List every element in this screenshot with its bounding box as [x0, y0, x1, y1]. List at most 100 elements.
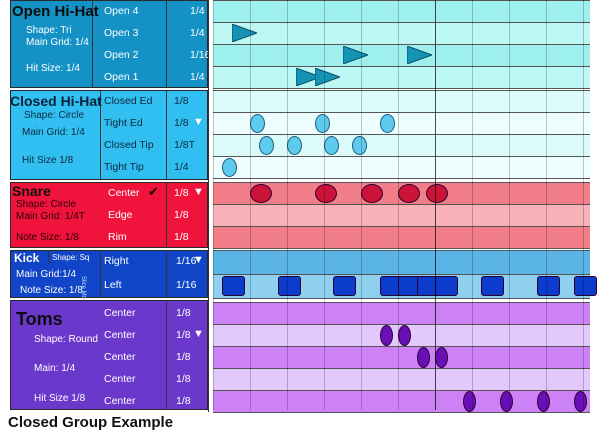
note-triangle[interactable] [231, 24, 257, 42]
lane-label[interactable]: Edge [108, 209, 133, 221]
note-triangle[interactable] [296, 68, 322, 86]
lane-strip[interactable] [213, 22, 590, 44]
lane-strip[interactable] [213, 250, 590, 274]
lane-strip[interactable] [213, 302, 590, 324]
note-square[interactable] [573, 276, 597, 296]
instrument-property: Main Grid: 1/4 [26, 37, 89, 48]
lane-strip[interactable] [213, 134, 590, 156]
note-circle[interactable] [259, 135, 275, 155]
lane-label[interactable]: Right [104, 255, 129, 267]
lane-label[interactable]: Open 3 [104, 27, 139, 39]
lane-grid-value[interactable]: 1/8 [176, 329, 191, 341]
lane-strip[interactable] [213, 204, 590, 226]
note-rounded[interactable] [379, 324, 393, 346]
note-square[interactable] [333, 276, 357, 296]
dropdown-icon[interactable]: ▼ [193, 254, 204, 266]
note-rounded[interactable] [499, 390, 513, 412]
lane-label[interactable]: Center [108, 187, 140, 199]
instrument-title: Toms [16, 309, 63, 329]
instrument-property: Hit Size 1/8 [34, 393, 86, 404]
note-square[interactable] [277, 276, 301, 296]
lane-grid-value[interactable]: 1/8 [174, 187, 189, 199]
lane-grid-value[interactable]: 1/8 [174, 95, 189, 107]
lane-strip[interactable] [213, 226, 590, 248]
lane-grid-value[interactable]: 1/8 [176, 395, 191, 407]
lane-grid-value[interactable]: 1/16 [190, 49, 211, 61]
lane-strip[interactable] [213, 390, 590, 412]
lane-label[interactable]: Closed Ed [104, 95, 153, 107]
note-circle[interactable] [425, 183, 448, 203]
note-rounded[interactable] [416, 346, 430, 368]
note-rounded[interactable] [435, 346, 448, 368]
note-triangle[interactable] [407, 46, 433, 64]
instrument-property: Main Grid: 1/4T [16, 211, 85, 222]
instrument-title: Closed Hi-Hat [10, 93, 102, 109]
note-square[interactable] [435, 276, 458, 296]
panel-divider [100, 250, 101, 298]
lane-grid-value[interactable]: 1/8 [176, 373, 191, 385]
note-circle[interactable] [314, 113, 330, 133]
lane-label[interactable]: Center [104, 395, 136, 407]
lane-grid-value[interactable]: 1/4 [190, 5, 205, 17]
note-rounded[interactable] [398, 324, 411, 346]
lane-grid-value[interactable]: 1/16 [176, 255, 197, 267]
lane-strip[interactable] [213, 44, 590, 66]
note-circle[interactable] [287, 135, 302, 155]
dropdown-icon[interactable]: ▼ [193, 186, 204, 198]
lane-grid-value[interactable]: 1/8T [174, 139, 196, 151]
note-square[interactable] [481, 276, 505, 296]
instrument-title: Open Hi-Hat [12, 3, 99, 20]
instrument-title: Kick [14, 251, 40, 265]
beat-line [324, 0, 325, 410]
note-triangle[interactable] [342, 46, 368, 64]
dropdown-icon[interactable]: ▼ [193, 328, 204, 340]
note-circle[interactable] [351, 135, 367, 155]
note-circle[interactable] [324, 135, 339, 155]
lane-label[interactable]: Tight Ed [104, 117, 143, 129]
lane-label[interactable]: Center [104, 307, 136, 319]
note-square[interactable] [222, 276, 246, 296]
lane-label[interactable]: Open 4 [104, 5, 139, 17]
note-circle[interactable] [250, 113, 265, 133]
lane-grid-value[interactable]: 1/8 [174, 209, 189, 221]
lane-label[interactable]: Open 2 [104, 49, 139, 61]
note-triangle[interactable] [314, 68, 340, 86]
note-circle[interactable] [379, 113, 395, 133]
lane-label[interactable]: Closed Tip [104, 139, 154, 151]
lane-label[interactable]: Center [104, 373, 136, 385]
note-square[interactable] [536, 276, 560, 296]
lane-grid-value[interactable]: 1/8 [174, 117, 189, 129]
lane-strip[interactable] [213, 66, 590, 88]
lane-grid-value[interactable]: 1/8 [174, 231, 189, 243]
lane-label[interactable]: Rim [108, 231, 127, 243]
lane-strip[interactable] [213, 156, 590, 178]
lane-label[interactable]: Open 1 [104, 71, 139, 83]
lane-grid-value[interactable]: 1/8 [176, 307, 191, 319]
lane-strip[interactable] [213, 0, 590, 22]
lane-bottom-border [213, 412, 590, 413]
panel-divider [166, 90, 167, 180]
lane-label[interactable]: Left [104, 279, 122, 291]
lane-label[interactable]: Tight Tip [104, 161, 144, 173]
lane-strip[interactable] [213, 112, 590, 134]
lane-grid-value[interactable]: 1/4 [174, 161, 189, 173]
note-circle[interactable] [250, 183, 272, 203]
note-rounded[interactable] [573, 390, 587, 412]
lane-strip[interactable] [213, 90, 590, 112]
lane-grid-value[interactable]: 1/4 [190, 71, 205, 83]
lane-label[interactable]: Center [104, 329, 136, 341]
lane-grid-value[interactable]: 1/16 [176, 279, 197, 291]
note-circle[interactable] [314, 183, 337, 203]
note-circle[interactable] [398, 183, 420, 203]
note-rounded[interactable] [462, 390, 476, 412]
lane-strip[interactable] [213, 368, 590, 390]
note-circle[interactable] [222, 157, 238, 177]
lane-strip[interactable] [213, 346, 590, 368]
lane-label[interactable]: Center [104, 351, 136, 363]
dropdown-icon[interactable]: ▼ [193, 116, 204, 128]
lane-grid-value[interactable]: 1/8 [176, 351, 191, 363]
note-circle[interactable] [361, 183, 383, 203]
lane-grid-value[interactable]: 1/4 [190, 27, 205, 39]
instrument-property: Shape: Sq [52, 253, 90, 262]
note-rounded[interactable] [536, 390, 550, 412]
